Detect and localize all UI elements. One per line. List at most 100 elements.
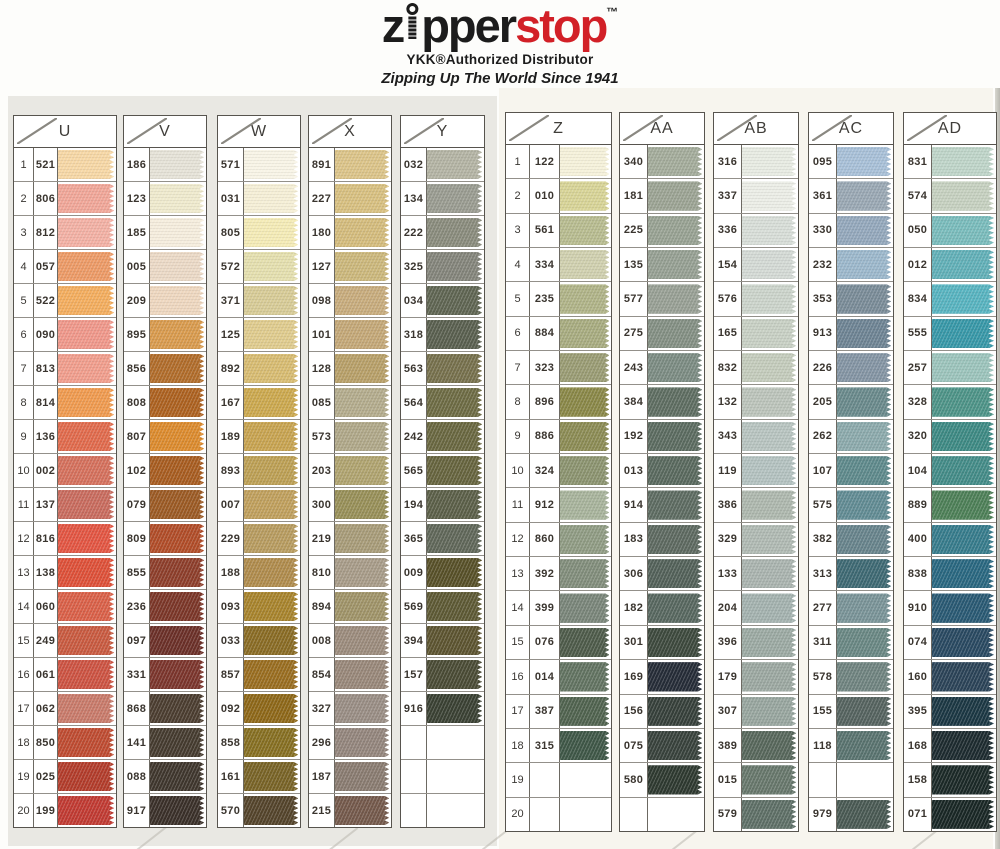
column-rows: 340 181 225 135 577 275 243 384 192 013 914 183 306 1…: [620, 145, 704, 831]
color-swatch: [932, 181, 995, 211]
swatch-cell: [427, 692, 484, 725]
color-row: 389: [714, 727, 798, 763]
color-code: 914: [620, 488, 648, 522]
color-swatch: [932, 627, 995, 658]
color-row: 857: [218, 657, 300, 691]
swatch-cell: [560, 419, 611, 454]
color-row: 005: [124, 249, 206, 283]
color-code: 009: [401, 556, 427, 589]
color-code: 062: [34, 692, 58, 725]
color-row: 13 392: [506, 556, 611, 591]
brand-wordmark: z pper stop ™: [381, 2, 619, 49]
color-swatch: [742, 490, 797, 520]
color-row: 328: [904, 384, 996, 419]
color-swatch: [427, 218, 483, 247]
color-row: 572: [218, 249, 300, 283]
swatch-cell: [335, 726, 391, 759]
row-number: 12: [14, 522, 34, 555]
color-code: 323: [530, 351, 560, 385]
swatch-cell: [648, 145, 704, 179]
color-code: 204: [714, 591, 742, 625]
color-code: 032: [401, 148, 427, 181]
color-code: 313: [809, 557, 837, 591]
color-row: 858: [218, 725, 300, 759]
color-row: [401, 725, 484, 759]
color-swatch: [58, 218, 115, 247]
color-code: 071: [904, 797, 932, 831]
color-code: 183: [620, 522, 648, 557]
swatch-cell: [837, 728, 893, 763]
color-row: 033: [218, 623, 300, 657]
color-row: 071: [904, 796, 996, 831]
swatch-cell: [837, 591, 893, 625]
swatch-cell: [932, 385, 996, 419]
color-swatch: [244, 150, 299, 179]
row-number: 17: [14, 692, 34, 725]
swatch-cell: [742, 385, 798, 419]
color-code: 979: [809, 797, 837, 831]
row-number: 11: [506, 488, 530, 522]
color-swatch: [58, 558, 115, 587]
row-number: 15: [14, 624, 34, 657]
color-swatch: [150, 422, 205, 451]
color-code: 061: [34, 658, 58, 691]
color-code: 580: [620, 763, 648, 797]
color-code: 561: [530, 213, 560, 248]
color-code: 343: [714, 419, 742, 454]
swatch-cell: [58, 624, 116, 657]
swatch-cell: [742, 694, 798, 728]
color-row: 10 324: [506, 453, 611, 488]
swatch-cell: [150, 148, 206, 181]
color-swatch: [932, 559, 995, 589]
color-swatch: [244, 762, 299, 791]
row-number: 19: [506, 763, 530, 797]
color-swatch: [742, 353, 797, 383]
color-swatch: [560, 559, 610, 589]
color-code: 387: [530, 694, 560, 728]
swatch-cell: [150, 556, 206, 589]
color-swatch: [560, 318, 610, 349]
row-number: 8: [506, 385, 530, 419]
color-code: 180: [309, 216, 335, 249]
color-row: [809, 762, 893, 797]
color-row: 807: [124, 419, 206, 453]
color-code: 209: [124, 284, 150, 317]
color-code: 075: [620, 728, 648, 763]
color-swatch: [335, 456, 390, 485]
color-code: 002: [34, 454, 58, 487]
color-code: 122: [530, 145, 560, 179]
color-code: 396: [714, 625, 742, 660]
color-swatch: [648, 662, 703, 692]
color-row: 891: [309, 148, 391, 181]
swatch-cell: [648, 763, 704, 797]
color-row: 854: [309, 657, 391, 691]
color-code: 365: [401, 522, 427, 555]
swatch-cell: [427, 794, 484, 827]
color-code: 858: [218, 726, 244, 759]
swatch-cell: [335, 318, 391, 351]
swatch-cell: [58, 454, 116, 487]
color-swatch: [742, 593, 797, 623]
row-number: 1: [506, 145, 530, 179]
swatch-cell: [837, 522, 893, 557]
color-code: 807: [124, 420, 150, 453]
swatch-cell: [150, 352, 206, 385]
color-row: 031: [218, 181, 300, 215]
color-row: 6 090: [14, 317, 116, 351]
color-swatch: [335, 728, 390, 757]
swatch-cell: [742, 488, 798, 522]
color-swatch: [932, 765, 995, 795]
color-swatch: [244, 456, 299, 485]
color-swatch: [58, 150, 115, 179]
color-code: 242: [401, 420, 427, 453]
color-code: 392: [530, 557, 560, 591]
color-swatch: [837, 456, 892, 486]
color-row: 578: [809, 659, 893, 694]
color-row: 205: [809, 384, 893, 419]
column-header-V: V: [124, 116, 206, 148]
color-code: 571: [218, 148, 244, 181]
color-row: 361: [809, 178, 893, 213]
swatch-cell: [742, 728, 798, 763]
color-swatch: [58, 320, 115, 349]
color-swatch: [244, 728, 299, 757]
